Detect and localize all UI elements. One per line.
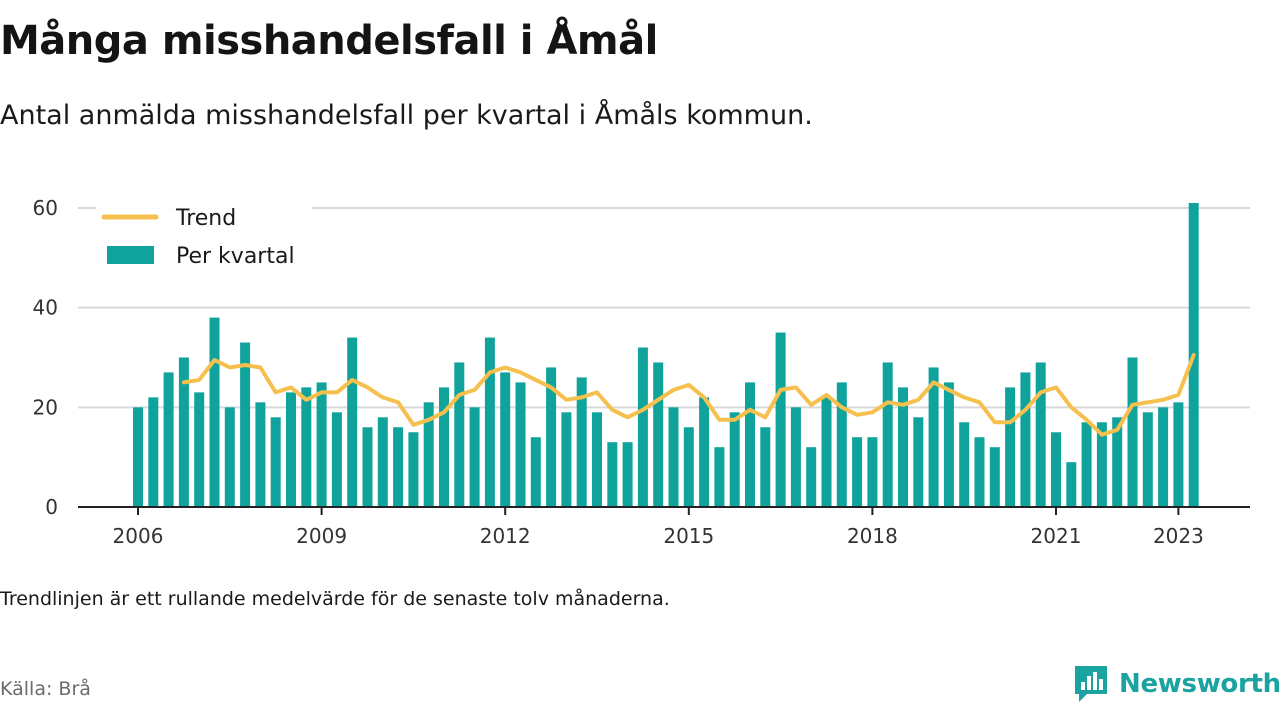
footnote: Trendlinjen är ett rullande medelvärde f…: [0, 588, 670, 610]
bar: [163, 372, 174, 507]
bar: [393, 427, 404, 507]
bar: [592, 412, 602, 507]
legend-swatch-per-kvartal: [107, 246, 154, 264]
bar: [1096, 422, 1107, 507]
y-tick-label: 60: [33, 196, 58, 220]
bar: [790, 407, 801, 507]
bar: [240, 342, 251, 507]
bar: [745, 382, 755, 507]
bar: [729, 412, 740, 507]
bar: [377, 417, 388, 507]
bar: [469, 407, 480, 507]
bar: [561, 412, 572, 507]
x-tick-label: 2006: [113, 524, 164, 548]
bar-chart-logo-icon: [1075, 666, 1107, 702]
bar: [668, 407, 679, 507]
bar: [637, 347, 648, 507]
x-tick-label: 2012: [480, 524, 531, 548]
chart-area: 0 20 40 60 2006 2009 2012 2015 2018 2021 2023 Tren…: [33, 196, 1250, 548]
bar: [439, 387, 449, 507]
bar: [989, 447, 1000, 507]
bar: [898, 387, 908, 507]
bar: [653, 362, 664, 507]
bar: [530, 437, 541, 507]
bar: [194, 392, 205, 507]
bar: [943, 382, 954, 507]
bar: [576, 377, 587, 507]
brand-name: Newsworthy: [1119, 669, 1280, 699]
bar: [1173, 402, 1184, 507]
bar: [1112, 417, 1123, 507]
legend: Trend Per kvartal: [96, 198, 312, 276]
bar: [270, 417, 281, 507]
bar: [714, 447, 725, 507]
bar: [331, 412, 342, 507]
bar: [836, 382, 847, 507]
y-tick-label: 0: [45, 495, 58, 519]
legend-label-trend: Trend: [175, 206, 236, 231]
bar: [913, 417, 924, 507]
bar: [821, 397, 832, 507]
x-tick-label: 2023: [1153, 524, 1204, 548]
bar: [622, 442, 633, 507]
chart-subtitle: Antal anmälda misshandelsfall per kvarta…: [0, 100, 813, 131]
bar: [775, 332, 786, 507]
bar: [607, 442, 618, 507]
bar: [1005, 387, 1016, 507]
legend-label-per-kvartal: Per kvartal: [176, 244, 295, 269]
y-tick-label: 40: [33, 296, 58, 320]
bar: [209, 317, 220, 507]
trend-line: [181, 353, 1196, 437]
line-series-trend: [181, 353, 1196, 437]
x-tick-label: 2015: [663, 524, 714, 548]
bar: [760, 427, 771, 507]
x-tick-label: 2018: [847, 524, 898, 548]
bar: [454, 362, 465, 507]
bar: [1066, 462, 1077, 507]
bar: [515, 382, 526, 507]
bar: [1127, 357, 1138, 507]
bar: [500, 372, 511, 507]
axes: 0 20 40 60 2006 2009 2012 2015 2018 2021 2023: [33, 196, 1250, 548]
bar: [699, 397, 710, 507]
bar: [362, 427, 373, 507]
bar: [546, 367, 557, 507]
source-label: Källa: Brå: [0, 678, 91, 700]
bar: [255, 402, 266, 507]
y-tick-label: 20: [33, 395, 58, 419]
bar: [928, 367, 939, 507]
bar: [1142, 412, 1153, 507]
bar: [286, 392, 296, 507]
bar: [1158, 407, 1169, 507]
bar: [316, 382, 327, 507]
bar: [133, 407, 143, 507]
bar: [347, 337, 358, 507]
bar: [1081, 422, 1092, 507]
bar: [806, 447, 817, 507]
bar: [959, 422, 970, 507]
bar: [423, 402, 434, 507]
bar: [484, 337, 495, 507]
bar: [974, 437, 985, 507]
bar: [882, 362, 893, 507]
bar: [1051, 432, 1061, 507]
bar: [852, 437, 863, 507]
bar: [301, 387, 312, 507]
brand-logo: Newsworthy: [1073, 664, 1280, 704]
x-tick-label: 2021: [1031, 524, 1082, 548]
chart-title: Många misshandelsfall i Åmål: [0, 18, 658, 64]
x-tick-label: 2009: [296, 524, 347, 548]
bar: [148, 397, 159, 507]
bar: [867, 437, 878, 507]
bar: [1020, 372, 1031, 507]
bar: [408, 432, 419, 507]
bar: [224, 407, 235, 507]
bar: [1035, 362, 1046, 507]
bar: [683, 427, 694, 507]
bar: [178, 357, 189, 507]
